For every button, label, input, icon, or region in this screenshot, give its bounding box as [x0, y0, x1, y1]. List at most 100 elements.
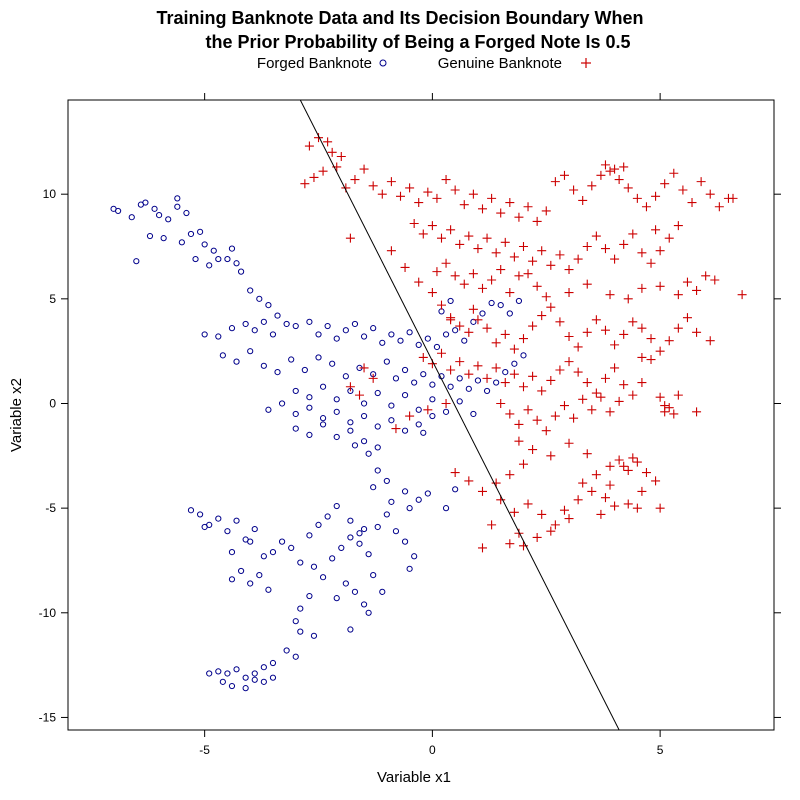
genuine-point [646, 355, 656, 365]
forged-point [329, 360, 336, 367]
forged-point [379, 339, 386, 346]
genuine-point [569, 413, 579, 423]
genuine-point [473, 361, 483, 371]
genuine-point [655, 503, 665, 513]
genuine-point [564, 514, 574, 524]
genuine-point [610, 363, 620, 373]
genuine-point [600, 160, 610, 170]
genuine-point [359, 363, 369, 373]
genuine-point [559, 505, 569, 515]
forged-point [269, 659, 277, 667]
forged-point [401, 366, 409, 374]
forged-point [351, 588, 359, 595]
genuine-point [651, 191, 661, 201]
genuine-point [546, 451, 556, 461]
forged-point [237, 268, 245, 275]
forged-point [442, 331, 450, 338]
forged-point [333, 335, 340, 342]
axis-ticks [61, 93, 781, 737]
genuine-point [587, 181, 597, 191]
genuine-point [637, 486, 647, 496]
y-tick-label: -10 [39, 606, 57, 620]
forged-point [411, 379, 418, 386]
genuine-point [614, 455, 624, 465]
forged-point [260, 678, 267, 685]
forged-point [297, 559, 304, 566]
forged-point [365, 609, 372, 616]
legend-marker-genuine [581, 58, 591, 68]
y-tick-label: 0 [49, 396, 56, 410]
genuine-point [728, 193, 738, 203]
genuine-point [436, 233, 446, 243]
forged-point [474, 377, 482, 384]
genuine-point [610, 501, 620, 511]
forged-point [324, 513, 331, 520]
genuine-point [600, 244, 610, 254]
genuine-point [505, 409, 515, 419]
genuine-point [564, 438, 574, 448]
genuine-point [619, 239, 629, 249]
forged-point [470, 318, 477, 325]
forged-point [360, 333, 368, 340]
genuine-point [468, 269, 478, 279]
forged-point [379, 588, 386, 595]
genuine-point [619, 162, 629, 172]
forged-point [306, 404, 313, 411]
genuine-point [550, 177, 560, 187]
genuine-point [669, 168, 679, 178]
forged-point [461, 337, 468, 344]
y-tick-label: 10 [43, 187, 57, 201]
genuine-point [696, 177, 706, 187]
genuine-point [692, 407, 702, 417]
forged-point [160, 235, 167, 242]
forged-point [133, 258, 140, 265]
forged-point [383, 511, 390, 518]
genuine-point [450, 271, 460, 281]
genuine-point [705, 336, 715, 346]
forged-point [260, 362, 267, 369]
chart-title-line-1: Training Banknote Data and Its Decision … [156, 8, 643, 28]
genuine-point [664, 336, 674, 346]
forged-point [256, 295, 263, 302]
genuine-point [518, 459, 528, 469]
genuine-point [441, 258, 451, 268]
genuine-point [660, 401, 670, 411]
forged-point [374, 423, 381, 430]
forged-point [351, 442, 359, 449]
forged-point [388, 417, 395, 424]
forged-point [151, 205, 158, 212]
genuine-point [482, 323, 492, 333]
forged-point [424, 490, 431, 497]
genuine-point [628, 390, 638, 400]
forged-point [488, 299, 495, 307]
forged-point [342, 373, 349, 380]
legend-label-genuine: Genuine Banknote [438, 55, 562, 72]
genuine-point [423, 187, 433, 197]
genuine-point [400, 262, 410, 272]
genuine-point [327, 147, 337, 157]
genuine-point [473, 244, 483, 254]
genuine-point [368, 373, 378, 383]
genuine-point [300, 179, 310, 189]
genuine-point [537, 246, 547, 256]
forged-point [374, 389, 381, 397]
genuine-point [518, 541, 528, 551]
forged-point [347, 626, 354, 633]
genuine-point [673, 323, 683, 333]
genuine-point [596, 170, 606, 180]
forged-point [406, 329, 413, 336]
genuine-point [605, 166, 615, 176]
genuine-point [450, 185, 460, 195]
forged-point [228, 325, 236, 332]
genuine-point [701, 271, 711, 281]
forged-point [370, 572, 377, 579]
genuine-point [591, 470, 601, 480]
forged-point [351, 320, 359, 328]
genuine-point [509, 344, 519, 354]
x-tick-label: -5 [199, 743, 210, 757]
genuine-point [396, 191, 406, 201]
forged-point [201, 241, 208, 248]
genuine-point [477, 204, 487, 214]
genuine-point [414, 277, 424, 287]
